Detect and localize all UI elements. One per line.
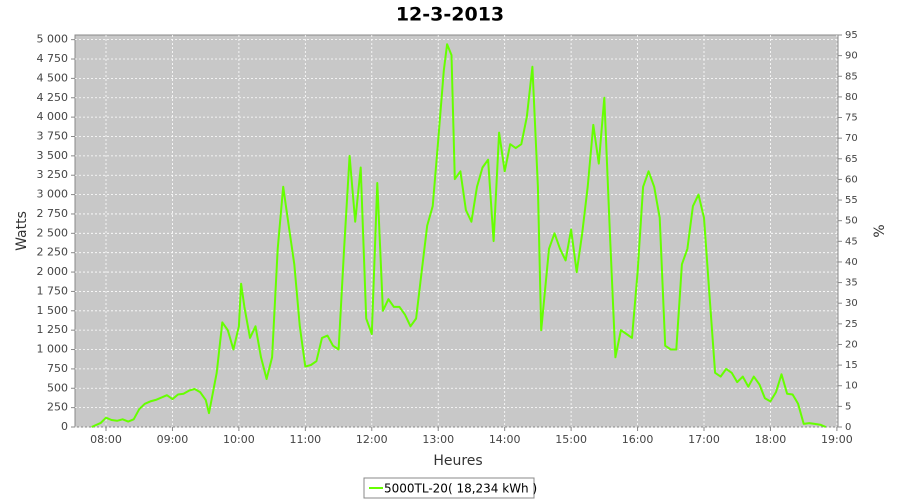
y-tick-label: 0 bbox=[61, 420, 68, 433]
y-tick-label: 2 250 bbox=[37, 246, 69, 259]
x-tick-label: 10:00 bbox=[223, 433, 255, 446]
y-tick-label: 3 750 bbox=[37, 129, 69, 142]
y-tick-label: 1 250 bbox=[37, 323, 69, 336]
y2-tick-label: 95 bbox=[845, 30, 858, 41]
y-tick-label: 3 000 bbox=[37, 188, 69, 201]
x-tick-label: 15:00 bbox=[555, 433, 587, 446]
y-tick-label: 3 250 bbox=[37, 168, 69, 181]
y2-tick-label: 70 bbox=[845, 133, 858, 144]
chart-title: 12-3-2013 bbox=[396, 4, 504, 26]
y2-tick-label: 15 bbox=[845, 360, 858, 371]
y-axis-label: Watts bbox=[14, 211, 30, 251]
y-tick-label: 4 750 bbox=[37, 52, 69, 65]
legend-label: 5000TL-20( 18,234 kWh ) bbox=[384, 482, 537, 496]
y2-tick-label: 25 bbox=[845, 319, 858, 330]
y-tick-label: 750 bbox=[47, 362, 68, 375]
x-tick-label: 14:00 bbox=[489, 433, 521, 446]
y2-tick-label: 20 bbox=[845, 339, 858, 350]
y2-tick-label: 85 bbox=[845, 71, 858, 82]
y2-tick-label: 50 bbox=[845, 216, 858, 227]
x-tick-label: 13:00 bbox=[422, 433, 454, 446]
y2-tick-label: 60 bbox=[845, 174, 858, 185]
y-tick-label: 2 500 bbox=[37, 226, 69, 239]
x-axis-label: Heures bbox=[433, 453, 482, 469]
y-tick-label: 3 500 bbox=[37, 149, 69, 162]
y2-tick-label: 40 bbox=[845, 257, 858, 268]
y-tick-label: 4 500 bbox=[37, 71, 69, 84]
series-line bbox=[91, 43, 827, 428]
x-tick-label: 18:00 bbox=[755, 433, 787, 446]
y-tick-label: 1 750 bbox=[37, 284, 69, 297]
y2-axis-label: % bbox=[872, 224, 888, 237]
y2-tick-label: 65 bbox=[845, 154, 858, 165]
y-tick-label: 5 000 bbox=[37, 33, 69, 46]
y2-tick-label: 10 bbox=[845, 381, 858, 392]
x-tick-label: 12:00 bbox=[356, 433, 388, 446]
y-tick-label: 1 500 bbox=[37, 304, 69, 317]
y-tick-label: 2 750 bbox=[37, 207, 69, 220]
x-tick-label: 16:00 bbox=[622, 433, 654, 446]
y2-tick-label: 45 bbox=[845, 236, 858, 247]
y2-tick-label: 0 bbox=[845, 422, 851, 433]
y2-tick-label: 75 bbox=[845, 113, 858, 124]
y-tick-label: 4 000 bbox=[37, 110, 69, 123]
x-tick-label: 17:00 bbox=[688, 433, 720, 446]
x-tick-label: 19:00 bbox=[821, 433, 853, 446]
y2-tick-label: 5 bbox=[845, 401, 851, 412]
legend bbox=[363, 477, 535, 499]
y-tick-label: 500 bbox=[47, 381, 68, 394]
y2-tick-label: 80 bbox=[845, 92, 858, 103]
y-tick-label: 250 bbox=[47, 401, 68, 414]
y2-tick-label: 35 bbox=[845, 278, 858, 289]
y-tick-label: 1 000 bbox=[37, 343, 69, 356]
plot-area bbox=[74, 34, 839, 428]
y-tick-label: 4 250 bbox=[37, 91, 69, 104]
y2-tick-label: 90 bbox=[845, 51, 858, 62]
x-tick-label: 09:00 bbox=[157, 433, 189, 446]
y2-tick-label: 30 bbox=[845, 298, 858, 309]
y2-tick-label: 55 bbox=[845, 195, 858, 206]
y-tick-label: 2 000 bbox=[37, 265, 69, 278]
x-tick-label: 11:00 bbox=[289, 433, 321, 446]
x-tick-label: 08:00 bbox=[90, 433, 122, 446]
